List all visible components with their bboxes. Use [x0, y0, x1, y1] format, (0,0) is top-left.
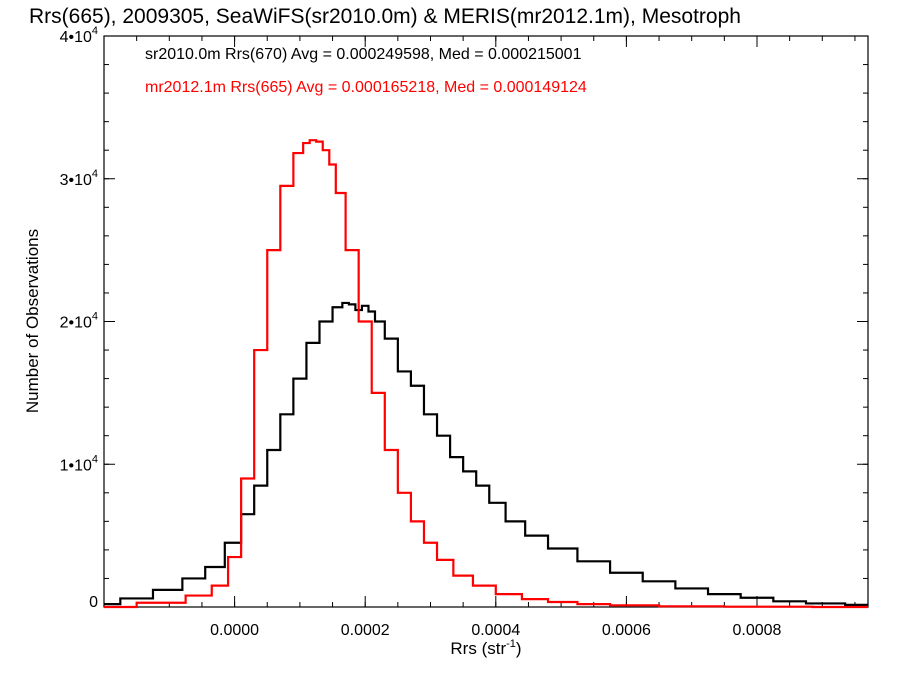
x-tick-label: 0.0004: [471, 622, 520, 639]
series-layer: [104, 139, 868, 609]
x-tick-label: 0.0000: [210, 622, 259, 639]
y-tick-label: 0: [89, 594, 98, 611]
series-line-sr2010: [104, 301, 868, 606]
y-tick-label: 3•104: [60, 168, 98, 189]
chart-title: Rrs(665), 2009305, SeaWiFS(sr2010.0m) & …: [29, 5, 741, 28]
y-tick-label: 1•104: [60, 453, 98, 474]
legend-entry-mr2012: mr2012.1m Rrs(665) Avg = 0.000165218, Me…: [145, 79, 587, 96]
y-axis-label: Number of Observations: [23, 229, 42, 413]
x-axis-label-main: Rrs (str: [450, 639, 506, 658]
x-tick-label: 0.0002: [341, 622, 390, 639]
x-tick-label: 0.0008: [733, 622, 782, 639]
x-axis-label-sup: -1: [506, 638, 516, 650]
y-tick-label: 4•104: [60, 25, 98, 46]
x-axis-label: Rrs (str-1): [450, 638, 521, 658]
series-line-mr2012: [104, 139, 868, 609]
y-tick-label: 2•104: [60, 311, 98, 332]
x-axis: 0.0000 0.0002 0.0004 0.0006 0.0008: [103, 36, 856, 639]
legend-entry-sr2010: sr2010.0m Rrs(670) Avg = 0.000249598, Me…: [145, 46, 582, 63]
x-axis-label-end: ): [516, 639, 522, 658]
plot-frame: [103, 35, 869, 608]
x-tick-label: 0.0006: [602, 622, 651, 639]
y-axis: 0 1•104 2•104 3•104 4•104: [60, 25, 868, 611]
